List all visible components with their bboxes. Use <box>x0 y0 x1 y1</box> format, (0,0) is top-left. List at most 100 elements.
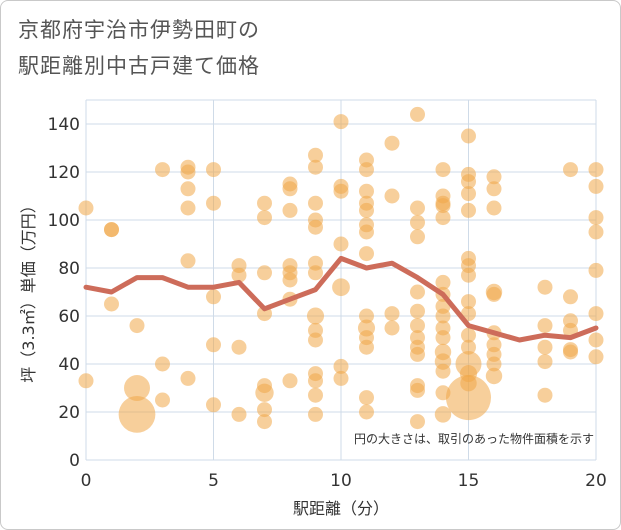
data-bubble <box>333 183 349 199</box>
data-bubble <box>180 164 196 180</box>
x-tick-label: 0 <box>81 471 92 491</box>
data-bubble <box>485 367 503 385</box>
data-bubble <box>206 337 221 353</box>
data-bubble <box>537 279 553 295</box>
data-bubble <box>384 135 400 151</box>
data-bubble <box>384 320 400 336</box>
chart-title-line-1: 京都府宇治市伊勢田町の <box>18 18 260 42</box>
data-bubble <box>486 181 502 197</box>
y-tick-label: 80 <box>58 259 80 279</box>
data-bubble <box>359 308 374 324</box>
data-bubble <box>257 210 272 226</box>
data-bubble <box>306 307 325 325</box>
x-tick-label: 20 <box>585 471 607 491</box>
y-tick-label: 140 <box>48 115 80 135</box>
data-bubble <box>410 382 425 398</box>
y-tick-label: 0 <box>69 451 80 471</box>
data-bubble <box>180 181 196 197</box>
data-bubble <box>155 356 170 372</box>
data-bubble <box>282 181 298 197</box>
data-bubble <box>461 174 476 190</box>
data-bubble <box>486 286 502 302</box>
data-bubble <box>563 162 578 178</box>
data-bubble <box>206 397 221 413</box>
data-bubble <box>359 339 374 355</box>
data-bubble <box>588 162 604 178</box>
data-bubble <box>384 188 400 204</box>
data-bubble <box>410 414 425 430</box>
data-bubble <box>435 330 451 346</box>
average-line-series <box>83 255 599 343</box>
data-bubble <box>308 265 323 281</box>
data-bubble <box>359 202 374 218</box>
data-bubble <box>410 200 425 216</box>
data-bubble <box>231 406 247 422</box>
x-axis-ticks: 0 5 10 15 20 <box>81 471 607 491</box>
data-bubble <box>410 284 425 300</box>
data-bubble <box>231 267 247 283</box>
data-bubble <box>333 370 349 386</box>
data-bubble <box>486 356 502 372</box>
data-bubble <box>435 308 451 324</box>
data-bubble <box>537 339 553 355</box>
data-bubble <box>588 178 604 194</box>
data-bubble <box>332 278 350 297</box>
data-bubble <box>359 246 374 262</box>
data-bubble <box>461 202 476 218</box>
data-bubble <box>461 128 476 144</box>
data-bubble <box>588 349 604 365</box>
y-tick-label: 20 <box>58 403 80 423</box>
y-tick-label: 120 <box>48 163 80 183</box>
data-bubble <box>333 114 349 130</box>
data-bubble <box>308 406 323 422</box>
data-bubble <box>359 162 374 178</box>
data-bubble <box>129 318 145 334</box>
data-bubble <box>308 147 323 163</box>
y-tick-label: 100 <box>48 211 80 231</box>
x-tick-label: 5 <box>208 471 219 491</box>
data-bubble <box>486 169 502 185</box>
data-bubble <box>434 406 452 423</box>
data-bubble <box>118 396 156 433</box>
data-bubble <box>180 200 196 216</box>
data-bubble <box>537 354 553 370</box>
y-axis-label: 坪（3.3㎡）単価（万円） <box>19 197 38 382</box>
data-bubble <box>435 210 451 226</box>
data-bubble <box>155 392 170 408</box>
x-tick-label: 15 <box>458 471 480 491</box>
data-bubble <box>308 373 323 389</box>
bubble-series <box>78 106 604 433</box>
data-bubble <box>333 358 349 374</box>
data-bubble <box>282 202 298 218</box>
data-bubble <box>359 183 374 199</box>
x-tick-label: 10 <box>330 471 352 491</box>
data-bubble <box>257 265 272 281</box>
data-bubble <box>435 363 451 379</box>
data-bubble <box>308 332 323 348</box>
data-bubble <box>257 402 272 418</box>
data-bubble <box>308 195 323 211</box>
data-bubble <box>206 162 221 178</box>
data-bubble <box>282 373 298 389</box>
data-bubble <box>333 236 349 252</box>
data-bubble <box>563 344 578 360</box>
data-bubble <box>588 332 604 348</box>
data-bubble <box>461 186 476 202</box>
data-bubble <box>255 383 274 402</box>
size-annotation: 円の大きさは、取引のあった物件面積を示す <box>354 431 594 446</box>
data-bubble <box>206 289 221 305</box>
data-bubble <box>78 373 94 389</box>
data-bubble <box>410 229 425 245</box>
data-bubble <box>410 214 425 230</box>
data-bubble <box>588 262 604 278</box>
data-bubble <box>384 306 400 322</box>
data-bubble <box>359 224 374 240</box>
data-bubble <box>446 375 491 421</box>
average-price-line <box>83 255 599 343</box>
data-bubble <box>537 318 553 334</box>
data-bubble <box>435 198 451 214</box>
data-bubble <box>78 200 94 216</box>
data-bubble <box>410 346 425 362</box>
data-bubble <box>282 272 298 288</box>
x-axis-label: 駅距離（分） <box>293 499 389 518</box>
